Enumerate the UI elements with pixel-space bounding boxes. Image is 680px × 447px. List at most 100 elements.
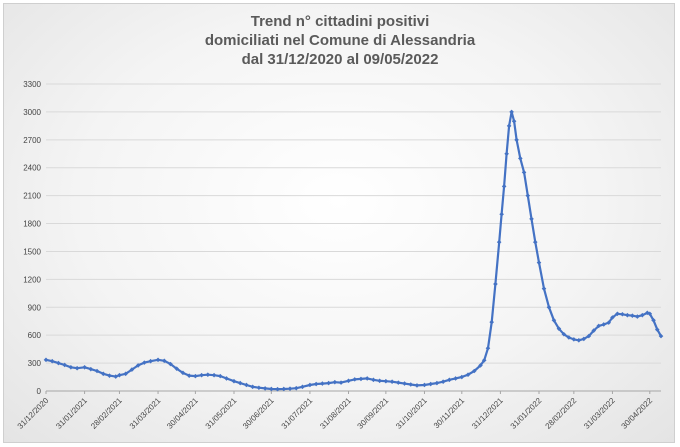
data-point (504, 151, 509, 157)
data-point (536, 260, 542, 265)
x-tick-label: 30/09/2021 (356, 396, 391, 431)
data-point (591, 328, 597, 333)
data-point (74, 365, 80, 371)
data-point (566, 335, 572, 340)
y-tick-label: 2700 (23, 136, 41, 145)
data-point (518, 156, 523, 161)
x-tick-label: 28/02/2021 (89, 396, 124, 431)
data-point (281, 386, 287, 392)
y-tick-label: 900 (28, 303, 42, 312)
x-tick-label: 30/11/2021 (432, 396, 467, 431)
data-point (414, 383, 420, 388)
y-tick-label: 0 (37, 387, 42, 396)
data-point (428, 381, 433, 387)
data-point (509, 109, 514, 115)
data-point (168, 361, 173, 367)
data-point (408, 382, 414, 387)
data-point (499, 211, 504, 217)
data-point (453, 376, 458, 381)
data-point (514, 137, 519, 143)
data-point (217, 373, 223, 379)
data-point (244, 382, 249, 388)
data-point (506, 123, 512, 129)
y-tick-label: 600 (28, 331, 42, 340)
data-point (346, 378, 351, 384)
data-point (581, 336, 587, 342)
y-tick-label: 300 (28, 359, 42, 368)
data-point (250, 384, 255, 390)
x-tick-label: 31/12/2020 (16, 396, 51, 431)
data-point (313, 381, 319, 387)
data-point (465, 372, 471, 378)
data-point (100, 371, 106, 377)
data-point (94, 368, 100, 374)
y-tick-label: 3300 (23, 80, 41, 89)
x-tick-label: 30/04/2021 (165, 396, 200, 431)
data-point (647, 311, 653, 317)
data-point (326, 380, 331, 386)
data-point (62, 362, 67, 368)
data-point (645, 310, 650, 316)
data-point (576, 337, 582, 343)
chart-title: Trend n° cittadini positivi domiciliati … (4, 12, 676, 69)
data-point (332, 379, 338, 385)
data-point (561, 331, 567, 337)
data-point (148, 358, 153, 364)
x-tick-label: 28/02/2022 (544, 396, 579, 431)
x-axis: 31/12/2020 31/01/2021 28/02/2021 31/03/2021… (16, 390, 661, 431)
data-point (68, 364, 74, 370)
data-point (556, 326, 562, 331)
data-point (338, 380, 344, 385)
data-point (142, 360, 147, 365)
data-point (205, 372, 211, 378)
data-point (651, 317, 656, 323)
data-point (447, 377, 452, 383)
data-point (224, 376, 229, 381)
y-axis: 0 300 600 900 1200 1500 1800 2100 2400 2700 3000 33… (23, 80, 41, 396)
data-point (478, 363, 483, 368)
data-point (630, 313, 635, 318)
x-tick-label: 31/05/2021 (204, 396, 239, 431)
data-point (546, 304, 552, 310)
data-point (307, 382, 313, 388)
data-point (422, 382, 427, 388)
chart-title-line-2: domiciliati nel Comune di Alessandria (204, 32, 476, 49)
data-point (107, 373, 112, 378)
data-point (320, 381, 325, 386)
line-chart: 0 300 600 900 1200 1500 1800 2100 2400 2700 3000 33… (16, 80, 664, 431)
data-point (481, 358, 487, 363)
data-point (371, 377, 376, 383)
data-point (352, 377, 358, 382)
data-point (635, 314, 640, 319)
y-tick-label: 3000 (23, 108, 41, 117)
data-point (211, 372, 217, 378)
data-point (402, 381, 407, 386)
x-tick-label: 31/03/2021 (128, 396, 163, 431)
data-point (88, 366, 94, 372)
data-point (511, 118, 517, 124)
y-tick-label: 1200 (23, 275, 41, 284)
data-point (389, 379, 395, 384)
y-tick-label: 2100 (23, 192, 41, 201)
data-point (434, 380, 440, 386)
data-point (262, 386, 268, 391)
data-point (496, 239, 502, 245)
data-point (525, 193, 531, 198)
x-tick-label: 31/03/2022 (582, 396, 617, 431)
data-point (155, 357, 161, 363)
data-point (551, 317, 557, 323)
data-point (180, 370, 186, 376)
data-point (123, 371, 128, 377)
data-point (117, 372, 122, 378)
data-point (610, 315, 615, 320)
data-point (654, 327, 660, 332)
y-tick-label: 2400 (23, 164, 41, 173)
data-point (493, 281, 498, 287)
data-point (161, 358, 167, 364)
chart-title-line-1: Trend n° cittadini positivi (250, 13, 430, 30)
data-point (186, 373, 192, 378)
data-point (358, 376, 364, 382)
data-point (586, 333, 592, 339)
data-point (596, 323, 602, 329)
data-point (135, 363, 141, 368)
